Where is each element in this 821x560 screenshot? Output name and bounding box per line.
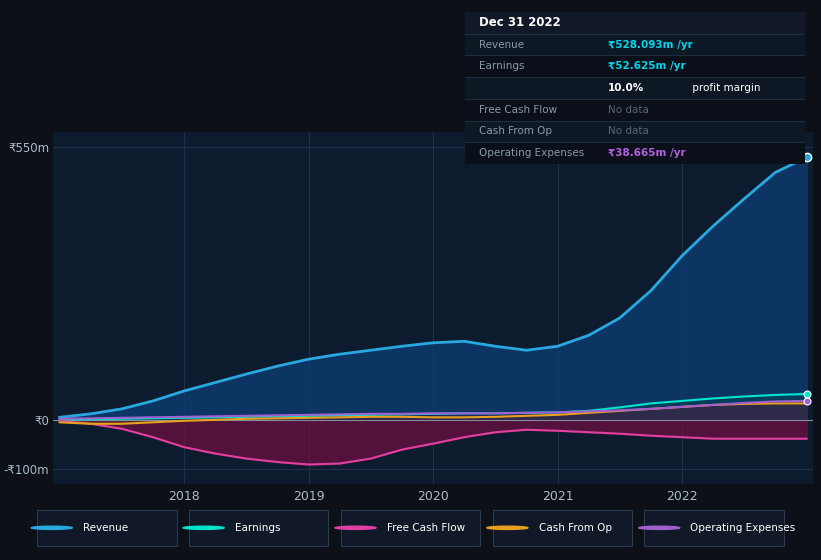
Circle shape xyxy=(183,526,224,529)
Text: Free Cash Flow: Free Cash Flow xyxy=(387,523,465,533)
FancyBboxPatch shape xyxy=(644,510,784,545)
Bar xyxy=(465,99,805,120)
Bar xyxy=(465,142,805,164)
Text: Earnings: Earnings xyxy=(235,523,280,533)
Text: Cash From Op: Cash From Op xyxy=(539,523,612,533)
Bar xyxy=(465,77,805,99)
Text: Operating Expenses: Operating Expenses xyxy=(479,148,584,158)
FancyBboxPatch shape xyxy=(493,510,632,545)
Circle shape xyxy=(31,526,72,529)
FancyBboxPatch shape xyxy=(189,510,328,545)
Text: Free Cash Flow: Free Cash Flow xyxy=(479,105,557,115)
Circle shape xyxy=(639,526,680,529)
Bar xyxy=(465,12,805,34)
Text: No data: No data xyxy=(608,105,649,115)
Bar xyxy=(465,120,805,142)
Text: profit margin: profit margin xyxy=(690,83,761,93)
Text: Revenue: Revenue xyxy=(83,523,128,533)
FancyBboxPatch shape xyxy=(37,510,177,545)
Bar xyxy=(465,55,805,77)
Text: ₹528.093m /yr: ₹528.093m /yr xyxy=(608,40,693,50)
Text: Dec 31 2022: Dec 31 2022 xyxy=(479,16,561,29)
Text: 10.0%: 10.0% xyxy=(608,83,644,93)
Text: ₹38.665m /yr: ₹38.665m /yr xyxy=(608,148,686,158)
Circle shape xyxy=(487,526,528,529)
Text: Earnings: Earnings xyxy=(479,61,524,71)
Bar xyxy=(465,34,805,55)
Circle shape xyxy=(335,526,376,529)
Text: Revenue: Revenue xyxy=(479,40,524,50)
Text: No data: No data xyxy=(608,127,649,137)
Text: Cash From Op: Cash From Op xyxy=(479,127,552,137)
Text: Operating Expenses: Operating Expenses xyxy=(690,523,796,533)
FancyBboxPatch shape xyxy=(341,510,480,545)
Text: ₹52.625m /yr: ₹52.625m /yr xyxy=(608,61,686,71)
